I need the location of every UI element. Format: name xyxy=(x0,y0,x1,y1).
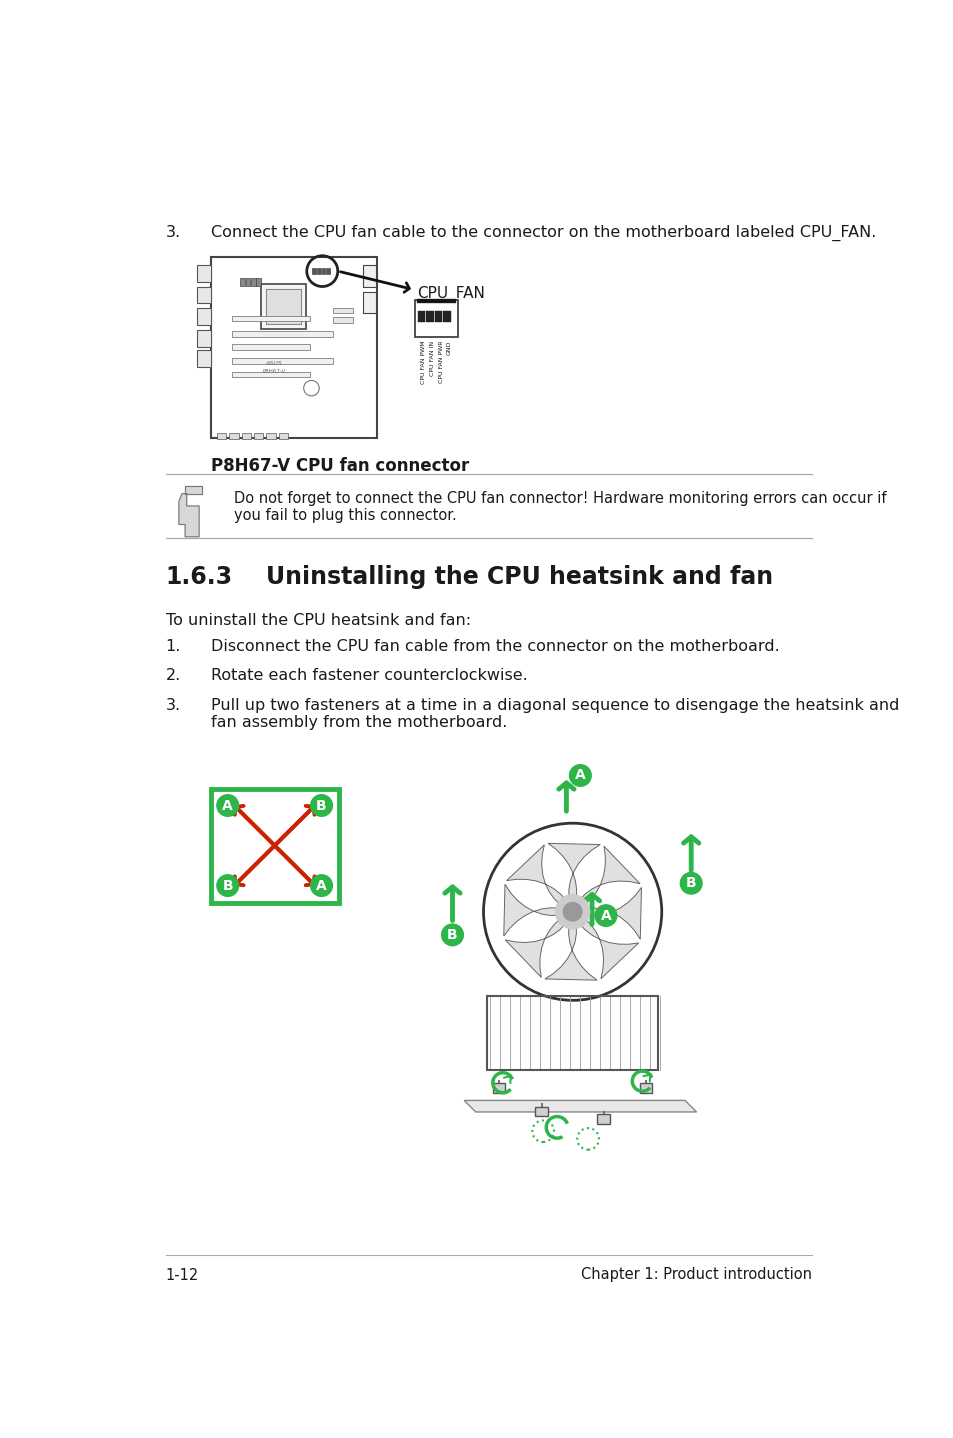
Bar xyxy=(196,329,211,347)
Text: B: B xyxy=(447,928,457,942)
Bar xyxy=(196,308,211,325)
Text: Chapter 1: Product introduction: Chapter 1: Product introduction xyxy=(580,1267,811,1283)
Circle shape xyxy=(216,874,238,896)
Bar xyxy=(493,1083,505,1093)
Text: To uninstall the CPU heatsink and fan:: To uninstall the CPU heatsink and fan: xyxy=(166,613,471,628)
Bar xyxy=(216,433,226,439)
Polygon shape xyxy=(503,884,558,936)
Bar xyxy=(245,278,250,286)
Bar xyxy=(417,311,425,322)
Circle shape xyxy=(441,925,463,946)
Text: CPU FAN IN: CPU FAN IN xyxy=(430,341,435,375)
Text: CPU_FAN: CPU_FAN xyxy=(417,286,485,302)
Bar xyxy=(312,267,315,275)
Text: 2.: 2. xyxy=(166,669,181,683)
Bar xyxy=(196,349,211,367)
Text: fan assembly from the motherboard.: fan assembly from the motherboard. xyxy=(211,715,507,729)
Text: you fail to plug this connector.: you fail to plug this connector. xyxy=(233,508,456,523)
Bar xyxy=(233,331,333,336)
Text: B: B xyxy=(222,879,233,893)
Bar xyxy=(316,267,320,275)
Text: 1.6.3: 1.6.3 xyxy=(166,565,233,590)
Bar xyxy=(233,372,310,377)
Bar xyxy=(266,433,275,439)
Polygon shape xyxy=(585,887,640,939)
Bar xyxy=(233,358,333,364)
Bar xyxy=(326,267,330,275)
Text: A: A xyxy=(222,798,233,812)
Text: A: A xyxy=(600,909,611,923)
Circle shape xyxy=(569,765,591,787)
Text: B: B xyxy=(685,876,696,890)
Text: 1-12: 1-12 xyxy=(166,1267,199,1283)
Text: 3.: 3. xyxy=(166,697,181,713)
Text: Rotate each fastener counterclockwise.: Rotate each fastener counterclockwise. xyxy=(211,669,527,683)
Bar xyxy=(233,316,310,321)
Bar xyxy=(363,292,375,313)
Bar xyxy=(211,788,338,903)
Bar xyxy=(278,433,288,439)
Text: B: B xyxy=(315,798,327,812)
Bar xyxy=(321,267,325,275)
Bar xyxy=(229,433,238,439)
Bar xyxy=(253,433,263,439)
Text: 1.: 1. xyxy=(166,638,181,654)
Text: A: A xyxy=(575,768,585,782)
Bar xyxy=(487,997,658,1070)
Bar xyxy=(240,278,245,286)
Circle shape xyxy=(679,873,701,894)
Text: Uninstalling the CPU heatsink and fan: Uninstalling the CPU heatsink and fan xyxy=(266,565,773,590)
Bar xyxy=(435,311,442,322)
Bar xyxy=(535,1107,547,1116)
Bar xyxy=(443,311,451,322)
Circle shape xyxy=(555,894,589,929)
Circle shape xyxy=(216,795,238,817)
Bar xyxy=(196,265,211,282)
Text: P8H67-V CPU fan connector: P8H67-V CPU fan connector xyxy=(211,457,469,476)
Circle shape xyxy=(595,905,617,926)
Bar xyxy=(597,1114,609,1123)
Polygon shape xyxy=(179,493,199,536)
Text: ASUS: ASUS xyxy=(266,361,282,367)
Bar xyxy=(363,265,375,286)
Bar xyxy=(426,311,434,322)
Bar xyxy=(233,344,310,349)
Bar xyxy=(266,289,301,324)
Bar xyxy=(241,433,251,439)
Text: Do not forget to connect the CPU fan connector! Hardware monitoring errors can o: Do not forget to connect the CPU fan con… xyxy=(233,490,885,506)
Bar xyxy=(415,299,457,336)
Text: A: A xyxy=(315,879,327,893)
Bar xyxy=(256,278,261,286)
Text: CPU FAN PWR: CPU FAN PWR xyxy=(438,341,443,383)
Text: 3.: 3. xyxy=(166,224,181,240)
Bar xyxy=(196,286,211,303)
Polygon shape xyxy=(185,486,202,493)
Text: P8H67-V: P8H67-V xyxy=(262,368,286,374)
Text: Pull up two fasteners at a time in a diagonal sequence to disengage the heatsink: Pull up two fasteners at a time in a dia… xyxy=(211,697,898,713)
Circle shape xyxy=(311,795,332,817)
Text: CPU FAN PWM: CPU FAN PWM xyxy=(421,341,426,384)
Bar xyxy=(639,1083,652,1093)
Bar xyxy=(261,285,306,329)
Polygon shape xyxy=(505,919,565,978)
Bar xyxy=(333,318,353,322)
Bar xyxy=(333,308,353,313)
Circle shape xyxy=(562,903,581,920)
Bar xyxy=(211,257,377,439)
Polygon shape xyxy=(578,919,638,979)
Bar xyxy=(416,299,456,303)
Polygon shape xyxy=(544,925,597,981)
Polygon shape xyxy=(579,846,639,905)
Circle shape xyxy=(311,874,332,896)
Polygon shape xyxy=(548,843,599,899)
Polygon shape xyxy=(464,1100,696,1112)
Text: Disconnect the CPU fan cable from the connector on the motherboard.: Disconnect the CPU fan cable from the co… xyxy=(211,638,779,654)
Bar xyxy=(251,278,255,286)
Text: Connect the CPU fan cable to the connector on the motherboard labeled CPU_FAN.: Connect the CPU fan cable to the connect… xyxy=(211,224,875,242)
Text: GND: GND xyxy=(447,341,452,355)
Polygon shape xyxy=(506,844,565,905)
